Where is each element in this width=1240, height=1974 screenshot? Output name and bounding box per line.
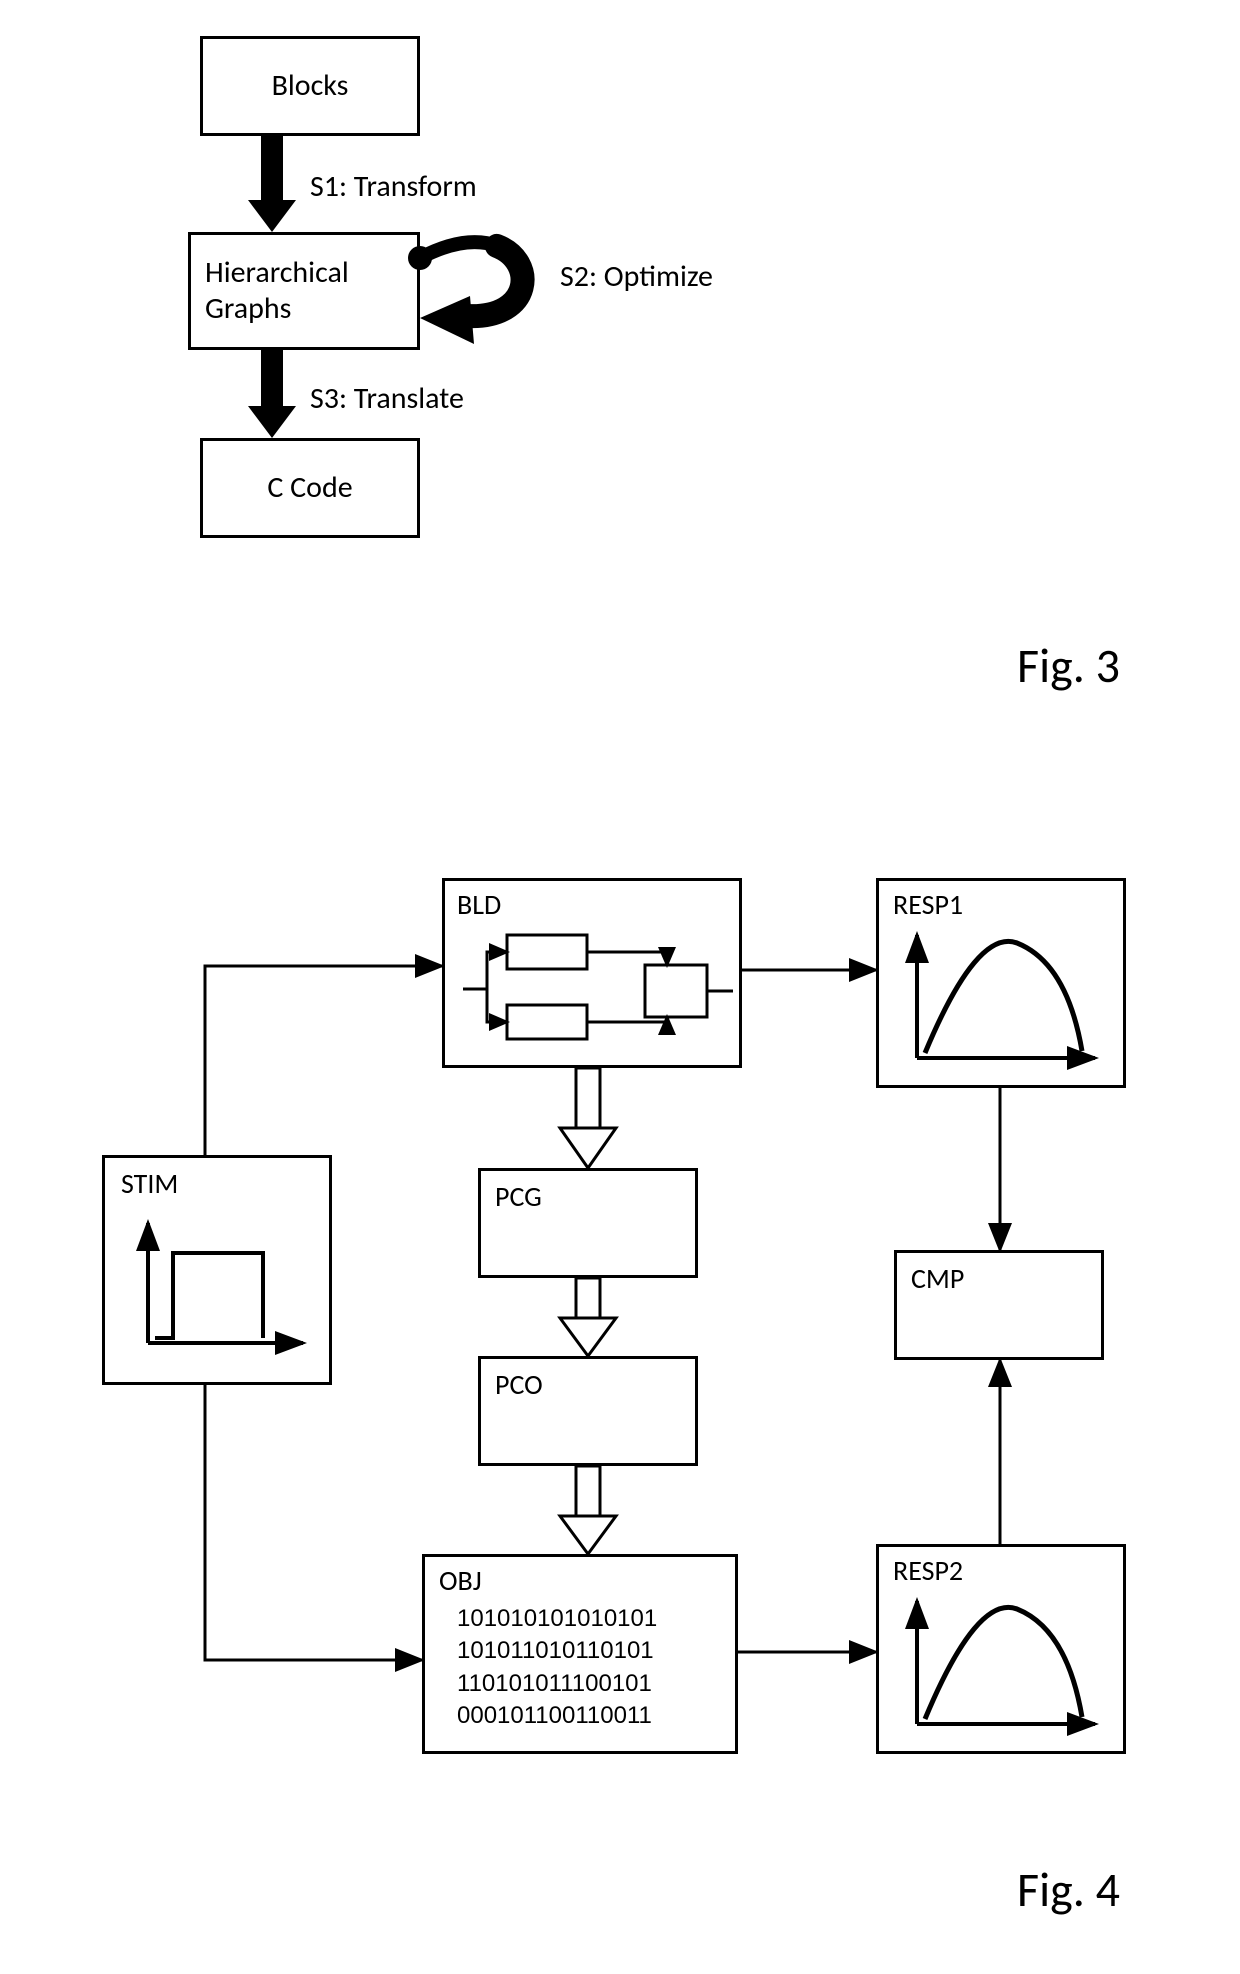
fig4-resp1-icon xyxy=(897,923,1107,1083)
fig3-arrow-s2-loop xyxy=(420,242,523,344)
fig3-node-hier: Hierarchical Graphs xyxy=(188,232,420,350)
fig4-node-cmp: CMP xyxy=(894,1250,1104,1360)
fig4-pcg-label: PCG xyxy=(495,1179,542,1214)
fig4-stim-icon xyxy=(123,1208,313,1368)
fig4-caption: Fig. 4 xyxy=(1017,1860,1120,1919)
fig4-obj-binary: 101010101010101 101011010110101 11010101… xyxy=(457,1603,657,1733)
fig3-node-hier-label: Hierarchical Graphs xyxy=(205,255,349,327)
fig3-node-ccode: C Code xyxy=(200,438,420,538)
fig3-node-blocks-label: Blocks xyxy=(272,68,349,104)
fig4-cmp-label: CMP xyxy=(911,1261,964,1296)
fig3-arrows-overlay xyxy=(0,0,1240,700)
fig4-node-stim: STIM xyxy=(102,1155,332,1385)
fig4-resp1-label: RESP1 xyxy=(893,887,963,922)
fig4-obj-label: OBJ xyxy=(439,1563,482,1598)
fig4-bld-icon xyxy=(457,917,733,1067)
fig3-edge-s1-label: S1: Transform xyxy=(310,168,477,205)
fig3-edge-s3-label: S3: Translate xyxy=(310,380,464,417)
fig4-node-resp2: RESP2 xyxy=(876,1544,1126,1754)
fig4-resp2-icon xyxy=(897,1589,1107,1749)
fig4-pco-label: PCO xyxy=(495,1367,543,1402)
fig3-edge-s2-label: S2: Optimize xyxy=(560,258,713,295)
fig3-node-blocks: Blocks xyxy=(200,36,420,136)
fig4-resp2-label: RESP2 xyxy=(893,1553,963,1588)
fig4-hollow-arrow-pcg-pco xyxy=(560,1278,616,1356)
fig4-node-bld: BLD xyxy=(442,878,742,1068)
fig3-node-ccode-label: C Code xyxy=(267,470,352,506)
fig3-arrow-s3 xyxy=(248,350,296,438)
fig4-node-pco: PCO xyxy=(478,1356,698,1466)
fig4-node-resp1: RESP1 xyxy=(876,878,1126,1088)
fig3-arrow-s1 xyxy=(248,136,296,232)
fig4-node-pcg: PCG xyxy=(478,1168,698,1278)
fig4-node-obj: OBJ 101010101010101 101011010110101 1101… xyxy=(422,1554,738,1754)
fig4-stim-label: STIM xyxy=(121,1166,178,1201)
fig4-hollow-arrow-bld-pcg xyxy=(560,1068,616,1168)
fig4-hollow-arrow-pco-obj xyxy=(560,1466,616,1554)
fig3-caption: Fig. 3 xyxy=(1017,636,1120,695)
